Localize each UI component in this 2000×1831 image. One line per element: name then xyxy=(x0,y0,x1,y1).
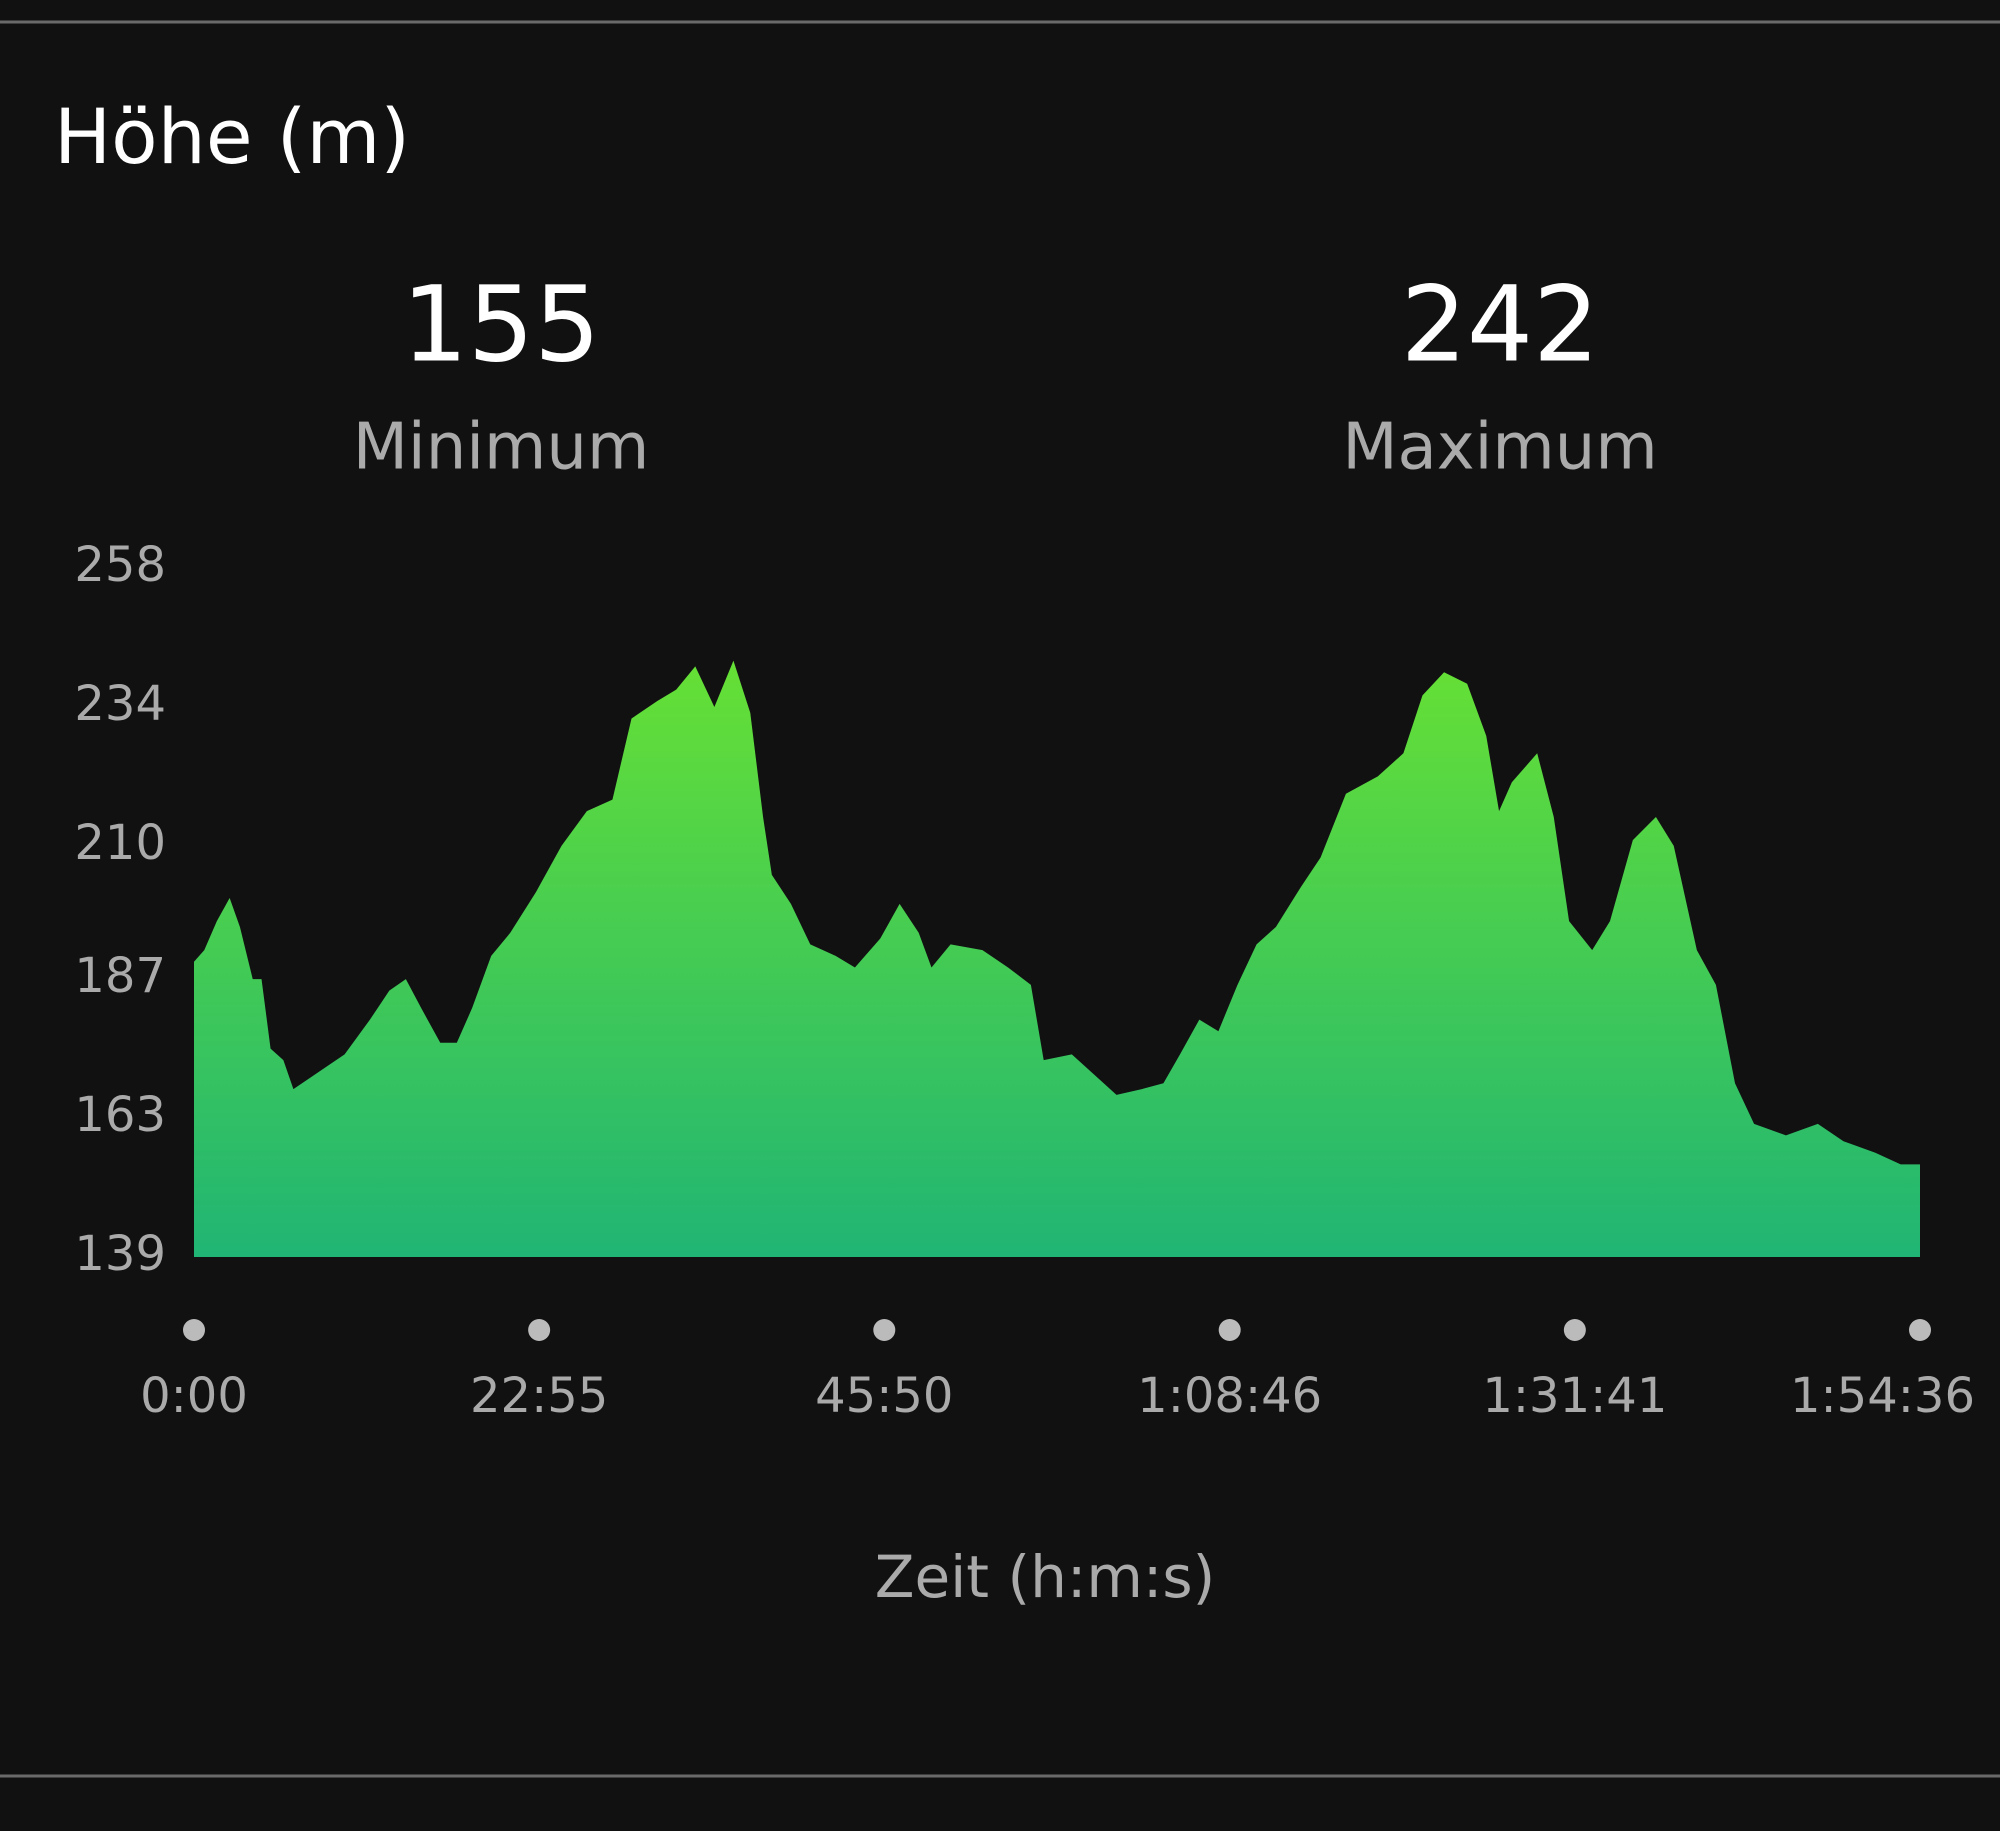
x-tick-label: 0:00 xyxy=(140,1368,248,1424)
stat-label: Minimum xyxy=(353,411,650,485)
stat-label: Maximum xyxy=(1342,411,1657,485)
y-tick-label: 139 xyxy=(74,1226,166,1282)
y-tick-label: 163 xyxy=(74,1087,166,1143)
x-axis-title: Zeit (h:m:s) xyxy=(875,1543,1216,1611)
x-tick-label: 45:50 xyxy=(815,1368,953,1424)
stat-value: 155 xyxy=(402,263,601,385)
x-tick-label: 22:55 xyxy=(470,1368,608,1424)
x-tick-dot xyxy=(528,1319,551,1341)
x-tick-label: 1:08:46 xyxy=(1137,1368,1322,1424)
y-tick-label: 210 xyxy=(74,815,166,871)
x-tick-dot xyxy=(873,1319,896,1341)
stat-value: 242 xyxy=(1401,263,1600,385)
x-tick-dot xyxy=(1909,1319,1931,1341)
y-tick-label: 258 xyxy=(74,537,166,593)
x-tick-dot xyxy=(1218,1319,1241,1341)
x-tick-label: 1:31:41 xyxy=(1482,1368,1667,1424)
y-tick-label: 187 xyxy=(74,948,166,1004)
y-tick-label: 234 xyxy=(74,676,166,732)
x-tick-dot xyxy=(183,1319,205,1341)
elevation-area xyxy=(194,660,1920,1257)
chart-title: Höhe (m) xyxy=(54,92,410,181)
x-tick-dot xyxy=(1563,1319,1586,1341)
x-tick-label: 1:54:36 xyxy=(1790,1368,1975,1424)
